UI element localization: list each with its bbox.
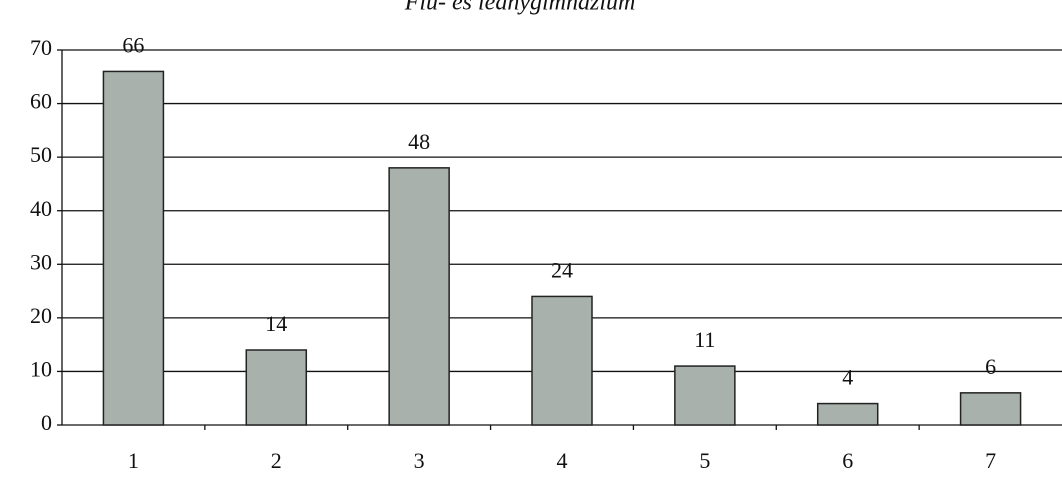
value-label: 4 <box>842 365 853 390</box>
y-tick-label: 20 <box>30 303 52 328</box>
value-label: 48 <box>408 129 430 154</box>
y-tick-label: 0 <box>41 410 52 435</box>
value-label: 11 <box>694 327 715 352</box>
value-label: 14 <box>265 311 287 336</box>
value-label: 6 <box>985 354 996 379</box>
bar <box>531 295 593 426</box>
y-tick-label: 70 <box>30 35 52 60</box>
bar <box>959 392 1022 426</box>
x-tick-label: 2 <box>271 448 282 473</box>
chart-title: Fiú- és leánygimnázium <box>404 0 636 16</box>
x-tick-label: 1 <box>128 448 139 473</box>
bar <box>674 365 736 426</box>
x-tick-label: 7 <box>985 448 996 473</box>
y-tick-label: 40 <box>30 196 52 221</box>
x-tick-label: 5 <box>699 448 710 473</box>
y-tick-label: 50 <box>30 142 52 167</box>
value-label: 66 <box>122 32 144 57</box>
y-tick-label: 30 <box>30 249 52 274</box>
y-tick-label: 60 <box>30 89 52 114</box>
bar <box>388 167 450 426</box>
x-tick-label: 3 <box>414 448 425 473</box>
bar <box>816 402 879 426</box>
x-tick-label: 6 <box>842 448 853 473</box>
y-tick-label: 10 <box>30 356 52 381</box>
bar <box>102 70 165 426</box>
bar <box>245 349 308 426</box>
value-label: 24 <box>551 257 573 282</box>
x-tick-label: 4 <box>557 448 568 473</box>
